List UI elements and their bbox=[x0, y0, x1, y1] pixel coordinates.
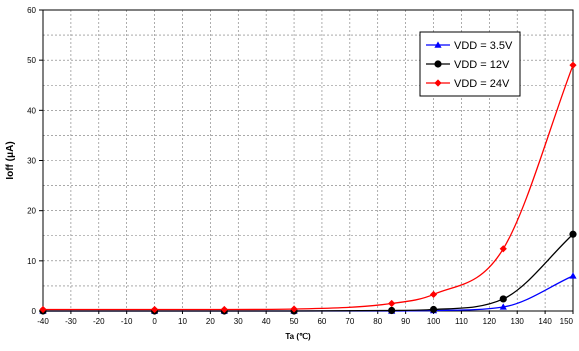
circle-marker bbox=[434, 60, 442, 68]
y-axis-label: Ioff (μA) bbox=[5, 141, 16, 179]
legend: VDD = 3.5V VDD = 12V VDD = 24V bbox=[419, 31, 521, 97]
x-tick-label: 50 bbox=[290, 317, 299, 326]
series-2 bbox=[39, 61, 577, 314]
x-tick-label: -30 bbox=[65, 317, 77, 326]
y-tick-label: 60 bbox=[27, 6, 36, 15]
legend-entry: VDD = 24V bbox=[454, 78, 510, 90]
y-tick-label: 40 bbox=[27, 106, 36, 115]
x-tick-label: 10 bbox=[178, 317, 187, 326]
y-tick-label: 50 bbox=[27, 56, 36, 65]
series-line bbox=[43, 233, 574, 312]
x-tick-label: 40 bbox=[262, 317, 271, 326]
diamond-marker bbox=[434, 79, 442, 87]
y-tick-label: 10 bbox=[27, 257, 36, 266]
circle-marker bbox=[499, 295, 507, 303]
diamond-marker bbox=[220, 305, 228, 314]
series-0 bbox=[39, 272, 577, 314]
circle-marker bbox=[429, 305, 438, 314]
x-tick-label: 150 bbox=[560, 317, 574, 326]
x-axis-label: Ta (℃) bbox=[285, 332, 311, 341]
x-tick-label: 100 bbox=[427, 317, 441, 326]
triangle-marker bbox=[499, 303, 507, 310]
diamond-marker bbox=[499, 245, 507, 253]
x-tick-labels: -40 -30 -20 -10 0 10 20 30 40 50 60 70 80 90 100 110 120… bbox=[37, 311, 574, 326]
x-tick-label: -10 bbox=[121, 317, 133, 326]
x-tick-label: 120 bbox=[483, 317, 497, 326]
x-tick-label: 60 bbox=[317, 317, 326, 326]
diamond-marker bbox=[429, 290, 438, 299]
circle-marker bbox=[388, 306, 396, 315]
diamond-marker bbox=[290, 305, 298, 313]
y-tick-label: 30 bbox=[27, 157, 36, 166]
x-tick-label: 90 bbox=[401, 317, 410, 326]
x-tick-label: 130 bbox=[511, 317, 525, 326]
circle-marker bbox=[569, 230, 577, 238]
diamond-marker bbox=[388, 299, 396, 308]
series bbox=[39, 61, 577, 315]
x-tick-label: 70 bbox=[345, 317, 354, 326]
y-tick-label: 0 bbox=[32, 307, 37, 316]
diamond-marker bbox=[569, 61, 577, 69]
y-tick-label: 20 bbox=[27, 207, 36, 216]
triangle-marker bbox=[434, 41, 442, 48]
x-tick-label: 20 bbox=[206, 317, 215, 326]
series-line bbox=[43, 275, 574, 312]
y-tick-labels: 0 10 20 30 40 50 60 bbox=[27, 6, 43, 316]
x-tick-label: 30 bbox=[234, 317, 243, 326]
x-tick-label: -20 bbox=[93, 317, 105, 326]
x-tick-label: 140 bbox=[538, 317, 552, 326]
triangle-marker bbox=[569, 272, 577, 279]
x-tick-label: 110 bbox=[455, 317, 468, 326]
diamond-marker bbox=[150, 305, 159, 314]
series-line bbox=[42, 64, 574, 311]
x-tick-label: -40 bbox=[37, 317, 49, 326]
legend-entry: VDD = 12V bbox=[454, 59, 510, 71]
series-1 bbox=[39, 230, 577, 315]
x-tick-label: 80 bbox=[373, 317, 382, 326]
diamond-marker bbox=[39, 305, 47, 314]
x-tick-label: 0 bbox=[152, 317, 157, 326]
legend-entry: VDD = 3.5V bbox=[454, 40, 513, 52]
